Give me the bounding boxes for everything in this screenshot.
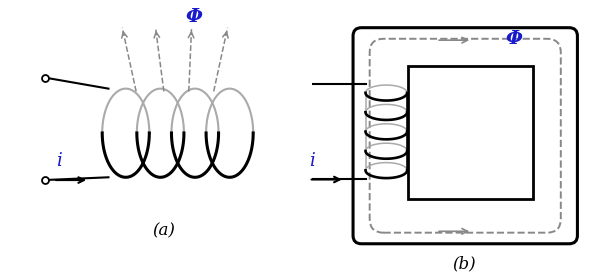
Text: Φ: Φ — [505, 30, 523, 48]
Bar — [409, 66, 533, 199]
Text: i: i — [56, 152, 62, 170]
Text: i: i — [309, 152, 314, 170]
Text: Φ: Φ — [186, 8, 203, 26]
Text: (a): (a) — [152, 222, 175, 239]
Text: (b): (b) — [452, 256, 476, 273]
FancyBboxPatch shape — [353, 28, 577, 244]
